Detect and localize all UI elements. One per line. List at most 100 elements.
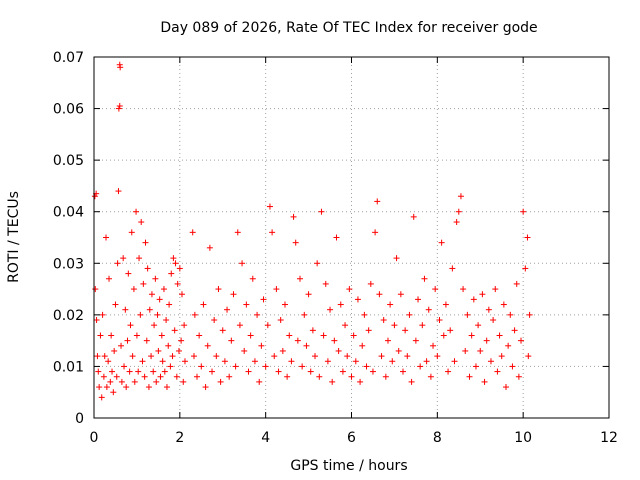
data-point xyxy=(97,332,104,339)
data-point xyxy=(350,332,357,339)
data-point xyxy=(348,373,355,380)
x-tick-label: 4 xyxy=(261,430,270,446)
data-point xyxy=(412,337,419,344)
data-point xyxy=(525,353,532,360)
x-tick-label: 6 xyxy=(347,430,356,446)
data-point xyxy=(155,347,162,354)
y-tick-label: 0 xyxy=(75,411,84,427)
data-point xyxy=(159,358,166,365)
data-point xyxy=(500,301,507,308)
y-tick-label: 0.03 xyxy=(53,256,84,272)
data-point xyxy=(391,322,398,329)
data-point xyxy=(337,301,344,308)
x-tick-labels: 0 2 4 6 8 10 12 xyxy=(90,430,618,446)
data-point xyxy=(344,353,351,360)
data-point xyxy=(346,286,353,293)
data-point xyxy=(138,219,145,226)
data-point xyxy=(126,368,133,375)
data-point xyxy=(515,373,522,380)
data-point xyxy=(430,342,437,349)
data-point xyxy=(451,358,458,365)
data-point xyxy=(234,229,241,236)
data-point xyxy=(92,286,99,293)
data-point xyxy=(331,337,338,344)
data-point xyxy=(241,347,248,354)
data-point xyxy=(421,275,428,282)
data-point xyxy=(378,353,385,360)
data-point xyxy=(472,363,479,370)
data-point xyxy=(110,389,117,396)
data-point xyxy=(124,337,131,344)
data-point xyxy=(107,378,114,385)
data-point xyxy=(96,384,103,391)
data-point xyxy=(511,327,518,334)
data-point xyxy=(376,291,383,298)
data-point xyxy=(333,234,340,241)
data-point xyxy=(168,270,175,277)
data-point xyxy=(432,286,439,293)
data-point xyxy=(436,317,443,324)
data-point xyxy=(406,311,413,318)
axis-ticks xyxy=(93,56,610,419)
data-point xyxy=(156,296,163,303)
data-point xyxy=(269,229,276,236)
data-point xyxy=(393,255,400,262)
data-point xyxy=(206,244,213,251)
data-point xyxy=(91,193,98,200)
data-point xyxy=(103,234,110,241)
data-point xyxy=(524,234,531,241)
data-point xyxy=(262,363,269,370)
y-axis-label: ROTI / TECUs xyxy=(6,191,22,283)
data-point xyxy=(169,353,176,360)
data-point xyxy=(178,337,185,344)
data-point xyxy=(357,378,364,385)
data-point xyxy=(148,353,155,360)
data-point xyxy=(408,378,415,385)
data-point xyxy=(152,275,159,282)
data-point xyxy=(180,378,187,385)
data-point xyxy=(254,311,261,318)
data-point xyxy=(522,265,529,272)
data-point xyxy=(284,373,291,380)
data-point xyxy=(113,373,120,380)
data-point xyxy=(118,378,125,385)
data-point xyxy=(115,188,122,195)
data-point xyxy=(447,327,454,334)
data-point xyxy=(513,280,520,287)
data-point xyxy=(365,327,372,334)
data-point xyxy=(151,322,158,329)
data-point xyxy=(374,198,381,205)
data-point xyxy=(245,368,252,375)
data-point xyxy=(297,275,303,282)
data-point xyxy=(221,358,228,365)
data-point xyxy=(485,306,492,313)
data-point xyxy=(112,301,119,308)
y-tick-label: 0.04 xyxy=(53,205,84,221)
data-point xyxy=(163,317,170,324)
data-point xyxy=(166,301,173,308)
y-tick-label: 0.07 xyxy=(53,50,84,66)
data-point xyxy=(449,265,456,272)
data-point xyxy=(273,286,280,293)
data-point xyxy=(372,229,379,236)
data-point xyxy=(307,368,314,375)
data-point xyxy=(329,378,336,385)
data-point xyxy=(190,353,197,360)
data-point xyxy=(354,296,361,303)
data-point xyxy=(271,353,278,360)
data-point xyxy=(170,255,177,262)
data-point xyxy=(130,286,137,293)
data-point xyxy=(122,306,129,313)
data-point xyxy=(498,353,505,360)
data-point xyxy=(479,291,486,298)
data-point xyxy=(264,322,271,329)
data-point xyxy=(105,358,112,365)
data-point xyxy=(442,301,449,308)
data-point xyxy=(243,301,250,308)
data-point xyxy=(143,337,150,344)
data-point xyxy=(174,280,181,287)
data-point xyxy=(133,332,140,339)
data-point xyxy=(139,358,146,365)
data-point xyxy=(135,368,142,375)
data-point xyxy=(415,296,422,303)
